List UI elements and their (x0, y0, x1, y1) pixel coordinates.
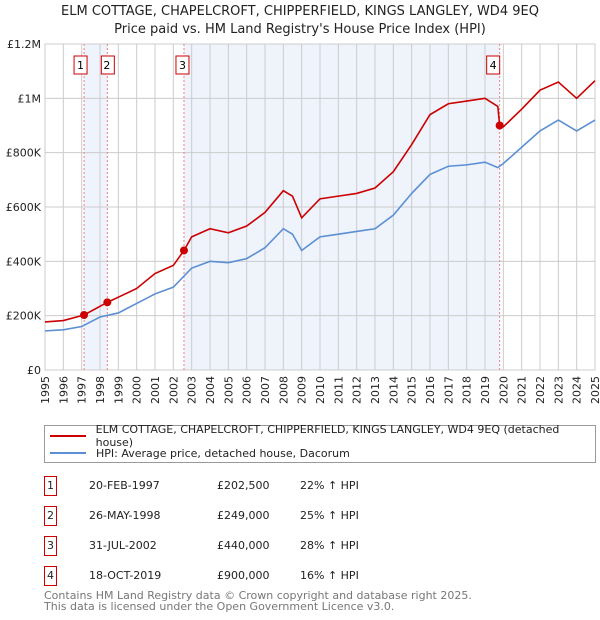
sale-marker-label: 3 (179, 59, 186, 72)
x-tick-label: 1996 (57, 376, 70, 404)
y-tick-label: £400K (6, 255, 42, 268)
sale-row: 2 26-MAY-1998 £249,000 25% ↑ HPI (44, 506, 444, 528)
x-tick-label: 2024 (571, 376, 584, 404)
sale-point (495, 121, 504, 130)
sale-marker-label: 1 (77, 59, 84, 72)
sale-row: 4 18-OCT-2019 £900,000 16% ↑ HPI (44, 566, 444, 588)
x-tick-label: 2022 (534, 376, 547, 404)
sale-price: £202,500 (217, 479, 270, 492)
sale-point (80, 310, 89, 319)
price-chart: 1995 1996 1997 1998 1999 2000 2001 2002 2003 2004… (6, 38, 600, 404)
sale-marker-box (73, 55, 88, 75)
x-tick-label: 2013 (369, 376, 382, 404)
sale-hpi-diff: 25% ↑ HPI (300, 509, 359, 522)
x-tick-label: 1999 (112, 376, 125, 404)
footer-line: Contains HM Land Registry data © Crown c… (44, 589, 472, 602)
x-tick-label: 2007 (259, 376, 272, 404)
x-tick-label: 2016 (424, 376, 437, 404)
plot-frame (44, 43, 596, 371)
legend-item-property: ELM COTTAGE, CHAPELCROFT, CHIPPERFIELD, … (45, 423, 595, 449)
x-tick-label: 2002 (167, 376, 180, 404)
sale-date: 18-OCT-2019 (89, 569, 162, 582)
x-tick-label: 2003 (186, 376, 199, 404)
x-tick-label: 2011 (332, 376, 345, 404)
sale-marker-box (175, 55, 190, 75)
x-tick-label: 2020 (497, 376, 510, 404)
sale-number: 1 (44, 476, 57, 496)
sale-price: £900,000 (217, 569, 270, 582)
x-tick-label: 2023 (552, 376, 565, 404)
series-line (44, 119, 596, 332)
x-tick-label: 2017 (442, 376, 455, 404)
y-tick-label: £800K (6, 147, 42, 160)
sale-price: £249,000 (217, 509, 270, 522)
legend: ELM COTTAGE, CHAPELCROFT, CHIPPERFIELD, … (44, 423, 596, 463)
x-tick-label: 2006 (241, 376, 254, 404)
sale-marker-box (486, 55, 501, 75)
x-tick-label: 2008 (277, 376, 290, 404)
sale-marker-box (100, 55, 115, 75)
y-tick-label: £200K (6, 310, 42, 323)
sale-date: 31-JUL-2002 (89, 539, 157, 552)
x-tick-label: 2025 (589, 376, 600, 404)
x-tick-label: 2005 (222, 376, 235, 404)
legend-swatch-red (50, 435, 86, 437)
sale-hpi-diff: 28% ↑ HPI (300, 539, 359, 552)
x-tick-label: 2015 (406, 376, 419, 404)
legend-label: HPI: Average price, detached house, Daco… (96, 446, 350, 460)
legend-label: ELM COTTAGE, CHAPELCROFT, CHIPPERFIELD, … (95, 423, 560, 449)
x-tick-label: 2014 (387, 376, 400, 404)
legend-item-hpi: HPI: Average price, detached house, Daco… (45, 445, 350, 461)
x-tick-label: 2018 (461, 376, 474, 404)
sale-number: 2 (44, 506, 57, 526)
x-tick-label: 1998 (94, 376, 107, 404)
sale-number: 4 (44, 566, 57, 586)
chart-title: ELM COTTAGE, CHAPELCROFT, CHIPPERFIELD, … (61, 4, 539, 19)
legend-swatch-blue (50, 452, 86, 454)
sale-marker-label: 4 (490, 59, 497, 72)
x-tick-label: 2021 (516, 376, 529, 404)
sale-hpi-diff: 22% ↑ HPI (300, 479, 359, 492)
y-tick-label: £0 (27, 364, 41, 377)
sale-price: £440,000 (217, 539, 270, 552)
x-tick-label: 2009 (296, 376, 309, 404)
x-tick-label: 1995 (39, 376, 52, 404)
sale-hpi-diff: 16% ↑ HPI (300, 569, 359, 582)
sale-number: 3 (44, 536, 57, 556)
y-tick-label: £1M (18, 92, 42, 105)
sale-date: 20-FEB-1997 (89, 479, 160, 492)
x-tick-label: 1997 (76, 376, 89, 404)
sale-point (179, 246, 188, 255)
y-tick-label: £1.2M (7, 38, 41, 51)
sale-date: 26-MAY-1998 (89, 509, 161, 522)
sale-marker-label: 2 (103, 59, 110, 72)
footer: Contains HM Land Registry data © Crown c… (44, 590, 472, 612)
footer-line: This data is licensed under the Open Gov… (44, 600, 395, 613)
sale-row: 3 31-JUL-2002 £440,000 28% ↑ HPI (44, 536, 444, 558)
x-tick-label: 2000 (131, 376, 144, 404)
chart-subtitle: Price paid vs. HM Land Registry's House … (114, 22, 486, 37)
x-tick-label: 2001 (149, 376, 162, 404)
sale-point (103, 298, 112, 307)
x-tick-label: 2010 (314, 376, 327, 404)
x-tick-label: 2019 (479, 376, 492, 404)
x-tick-label: 2004 (204, 376, 217, 404)
x-tick-label: 2012 (351, 376, 364, 404)
y-tick-label: £600K (6, 201, 42, 214)
sale-row: 1 20-FEB-1997 £202,500 22% ↑ HPI (44, 476, 444, 498)
